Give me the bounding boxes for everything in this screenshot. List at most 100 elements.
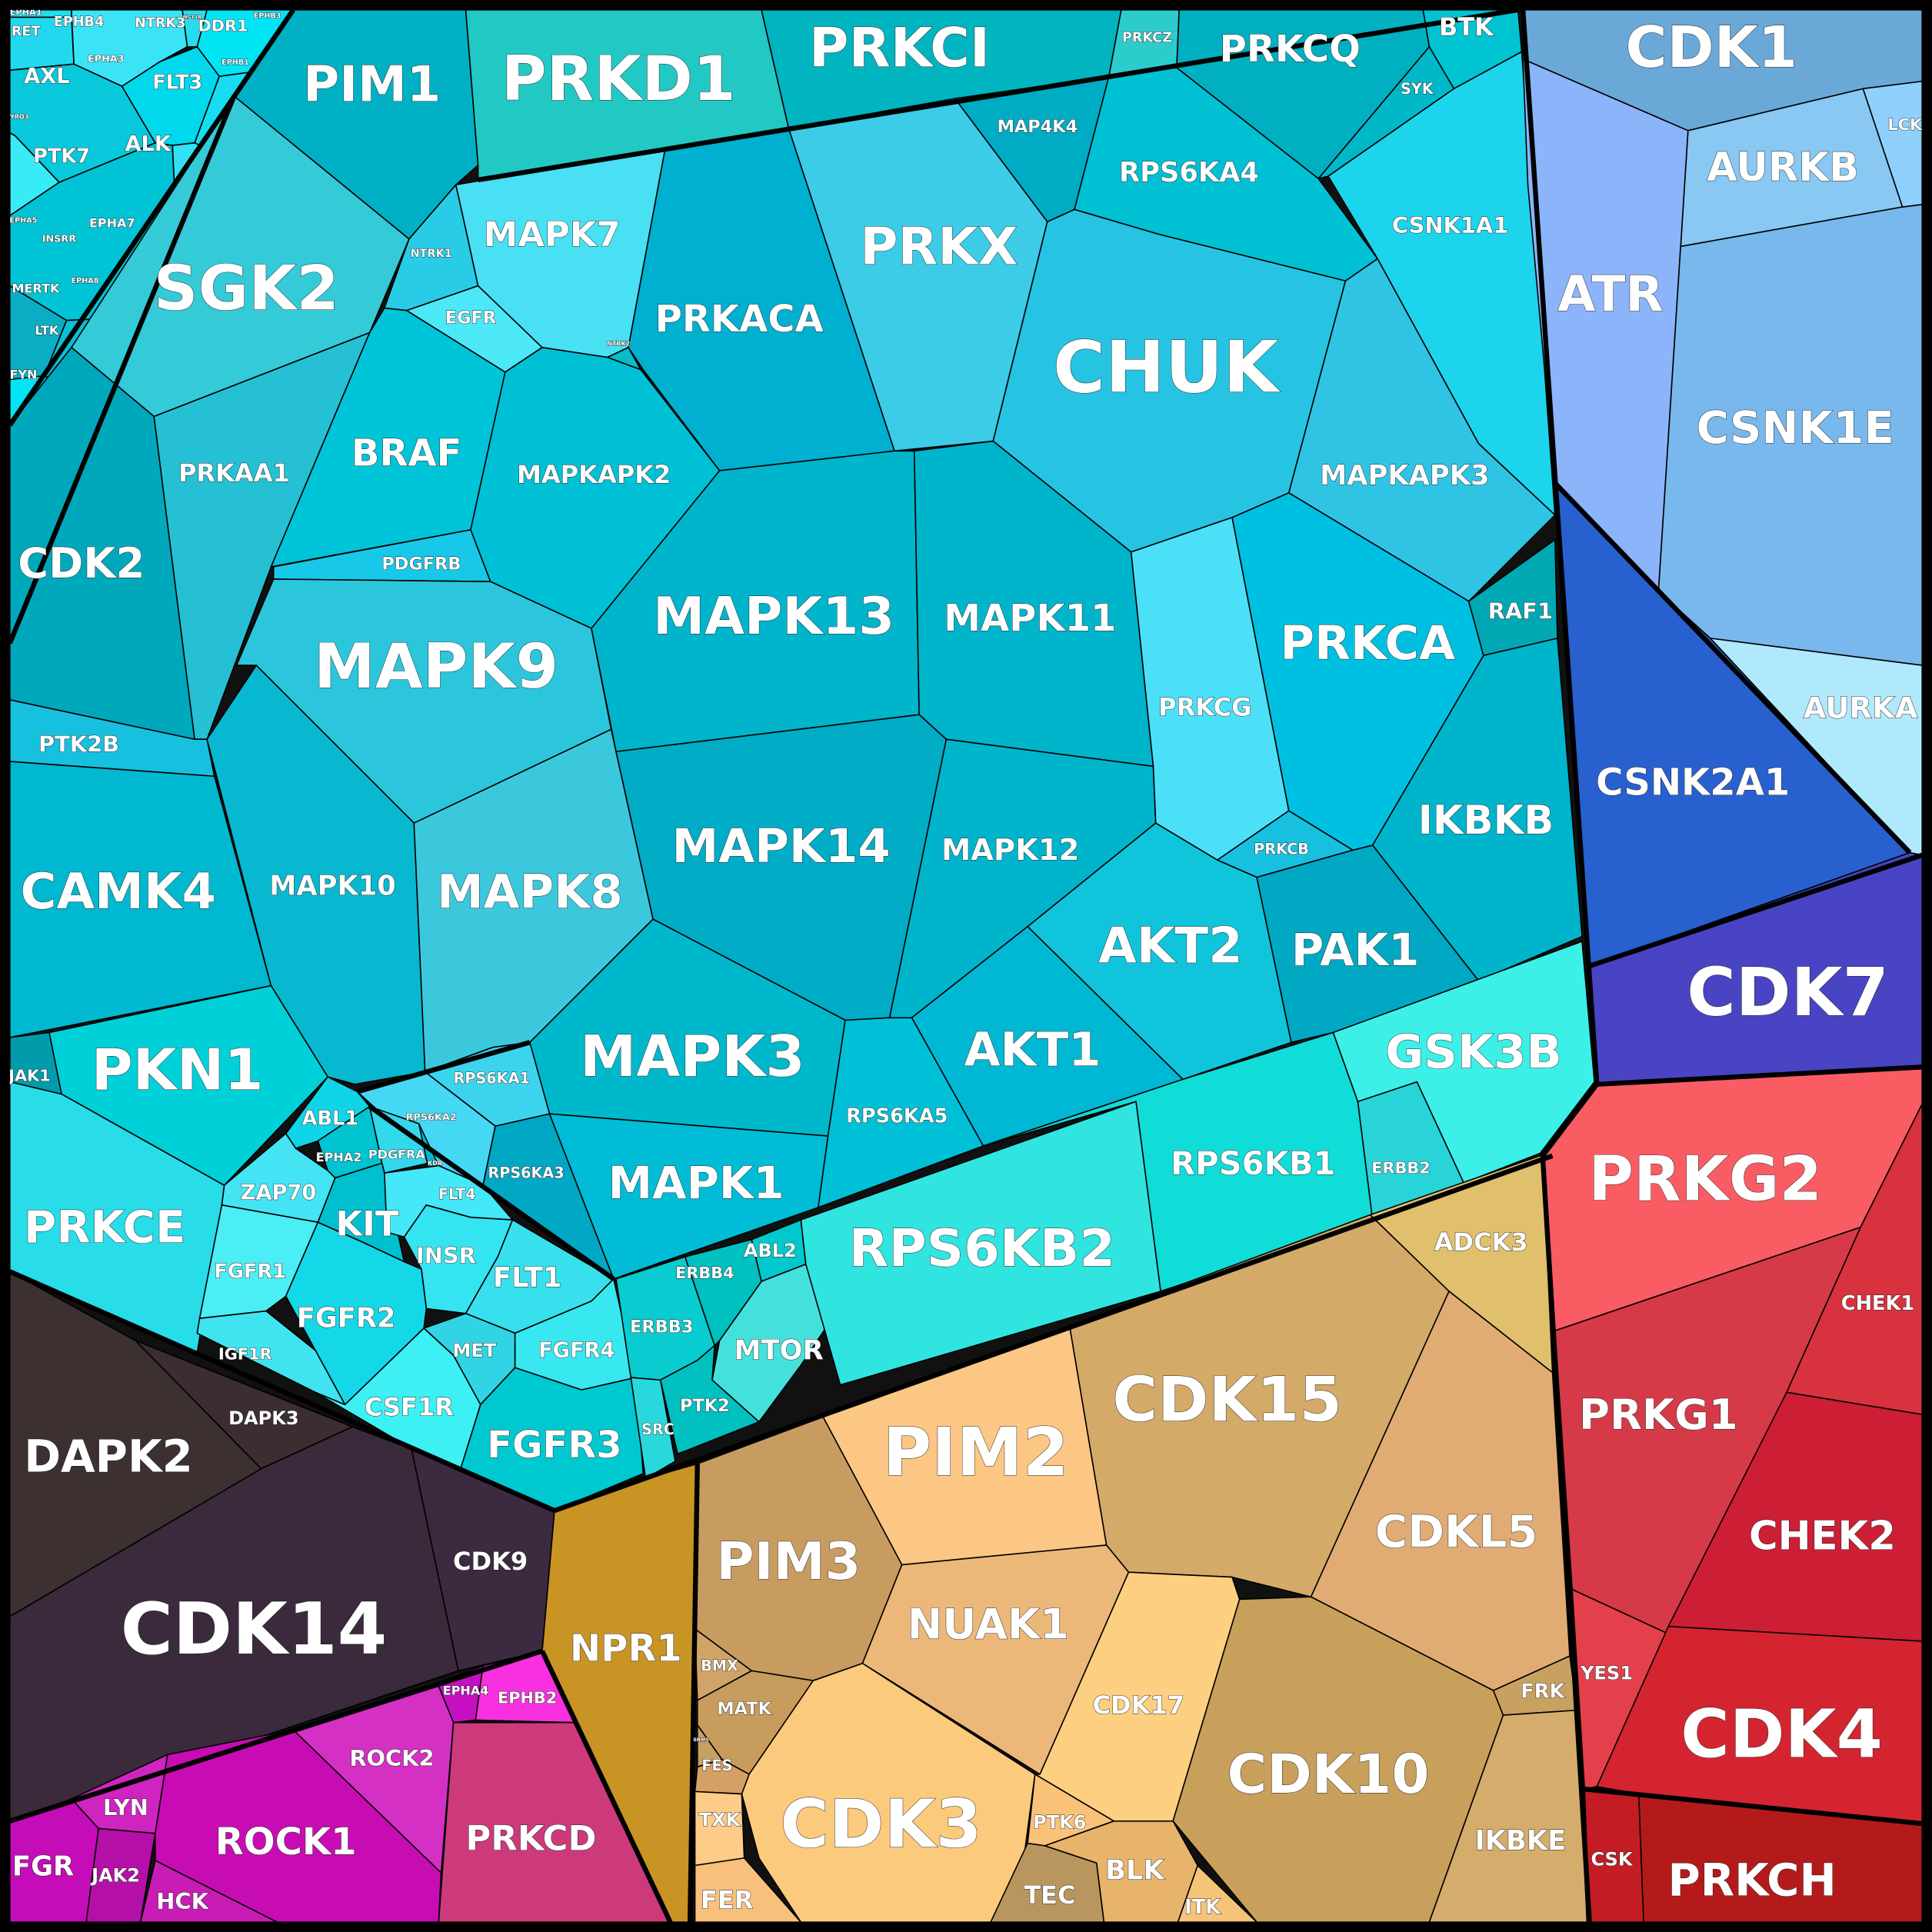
group-boundary xyxy=(356,1040,531,1094)
cell-label: PRKCI xyxy=(809,16,990,79)
cell-label: PIM2 xyxy=(883,1414,1069,1491)
cell-label: IKBKE xyxy=(1475,1825,1567,1857)
cell-label: PRKCB xyxy=(1254,840,1309,858)
group-boundary xyxy=(478,7,1519,183)
cell-prkaa1[interactable] xyxy=(153,331,371,741)
cell-label: CDK3 xyxy=(780,1787,982,1864)
cell-label: PRKCZ xyxy=(1122,31,1172,46)
cell-label: JAK2 xyxy=(90,1864,140,1886)
cell-rps6kb2[interactable] xyxy=(800,1101,1161,1386)
cell-label: CSNK1E xyxy=(1697,401,1894,454)
cell-label: CSNK1A1 xyxy=(1392,212,1508,238)
group-boundary xyxy=(553,1153,1554,1514)
group-boundary xyxy=(8,1269,556,1514)
cell-pdgfra[interactable] xyxy=(368,1105,430,1174)
cell-label: EPHB1 xyxy=(222,58,249,67)
cell-label: YES1 xyxy=(1580,1663,1633,1684)
cell-label: PRKX xyxy=(860,216,1018,276)
cell-label: RPS6KA4 xyxy=(1119,157,1259,188)
cell-label: MAPK1 xyxy=(608,1157,784,1209)
cell-label: BRAF xyxy=(351,432,462,475)
cell-label: MAPK12 xyxy=(941,833,1079,868)
cell-gsk3b[interactable] xyxy=(1332,941,1595,1184)
cell-label: PRKG1 xyxy=(1579,1390,1738,1439)
cell-label: ZAP70 xyxy=(241,1181,317,1204)
cell-label: MST1R xyxy=(183,14,202,20)
cell-label: PRKCD xyxy=(465,1818,596,1859)
group-boundary xyxy=(1553,481,1912,854)
cell-label: FGFR1 xyxy=(214,1260,286,1283)
cell-label: EPHB3 xyxy=(254,12,281,20)
cell-label: ABL1 xyxy=(302,1108,359,1131)
cell-label: ITK xyxy=(1184,1896,1221,1919)
cell-label: PRKCG xyxy=(1158,693,1251,722)
cell-label: PTK2 xyxy=(680,1396,730,1416)
cell-label: PRKCE xyxy=(24,1201,185,1254)
group-boundary xyxy=(1597,1064,1923,1087)
group-boundary xyxy=(1584,1786,1923,1827)
cell-label: SGK2 xyxy=(154,252,339,324)
cell-label: ROCK2 xyxy=(349,1745,434,1771)
cell-label: PDGFRB xyxy=(381,555,461,575)
group-boundary xyxy=(368,1104,615,1281)
cell-label: RAF1 xyxy=(1488,598,1553,625)
group-boundary xyxy=(1541,1082,1599,1158)
cell-label: MAPK3 xyxy=(580,1024,805,1090)
cell-label: FRK xyxy=(1521,1681,1565,1704)
cell-pkn1[interactable] xyxy=(48,984,328,1186)
cell-label: TYRO3 xyxy=(6,114,29,121)
cell-label: MAPK9 xyxy=(314,631,558,702)
cell-label: BTK xyxy=(1439,12,1494,42)
cell-label: KIT xyxy=(335,1203,398,1244)
cell-label: ERBB2 xyxy=(1371,1159,1430,1178)
cell-label: SYK xyxy=(1401,80,1434,98)
cell-label: FES xyxy=(701,1757,732,1774)
cell-label: ERBB4 xyxy=(675,1264,734,1282)
group-boundary xyxy=(7,95,237,645)
cell-label: CDK7 xyxy=(1687,954,1889,1031)
cell-label: SRMS xyxy=(693,1737,709,1743)
cell-label: BLK xyxy=(1105,1854,1165,1886)
cell-label: MERTK xyxy=(12,281,60,295)
cell-label: MAPK14 xyxy=(672,819,891,874)
cell-label: PRKG2 xyxy=(1588,1144,1822,1215)
cell-label: PIM3 xyxy=(716,1531,861,1591)
cell-label: CDK10 xyxy=(1227,1743,1430,1806)
cell-label: FYN xyxy=(9,368,37,382)
cell-label: AXL xyxy=(24,65,69,88)
cell-label: GSK3B xyxy=(1385,1025,1562,1080)
cell-label: INSRR xyxy=(42,233,77,245)
cell-label: PTK2B xyxy=(38,731,119,758)
cell-label: FGFR2 xyxy=(297,1303,396,1334)
cell-ikbkb[interactable] xyxy=(1371,638,1583,982)
cell-label: CHEK1 xyxy=(1841,1292,1914,1315)
cell-label: PTK6 xyxy=(1033,1811,1086,1833)
cell-label: FLT1 xyxy=(493,1262,561,1294)
cell-label: LCK xyxy=(1887,115,1923,134)
cell-label: CDKL5 xyxy=(1375,1505,1538,1557)
cell-mapk1[interactable] xyxy=(548,1113,829,1280)
cell-label: ADCK3 xyxy=(1434,1227,1528,1257)
cell-label: SRC xyxy=(641,1421,675,1438)
cell-label: JAK1 xyxy=(7,1067,50,1085)
cell-src[interactable] xyxy=(630,1377,676,1480)
cell-label: NTRK1 xyxy=(411,248,452,260)
cell-label: MET xyxy=(452,1340,496,1361)
group-boundary xyxy=(1540,1155,1592,1923)
cell-label: LTK xyxy=(35,323,58,338)
cell-label: PTK7 xyxy=(33,145,90,168)
cell-label: CDK14 xyxy=(121,1587,388,1671)
group-boundary xyxy=(540,1650,673,1924)
cell-label: NUAK1 xyxy=(908,1599,1069,1648)
cell-label: ABL2 xyxy=(744,1240,797,1261)
cell-label: NTRK2 xyxy=(607,340,630,347)
cell-ptk2[interactable] xyxy=(659,1344,760,1455)
cell-label: EPHA4 xyxy=(443,1684,489,1698)
cell-label: FGFR4 xyxy=(538,1338,615,1362)
cell-label: HCK xyxy=(156,1888,209,1914)
cell-label: EPHA7 xyxy=(89,215,135,230)
cell-label: PRKCA xyxy=(1280,616,1455,671)
cell-label: PRKCQ xyxy=(1220,28,1361,71)
